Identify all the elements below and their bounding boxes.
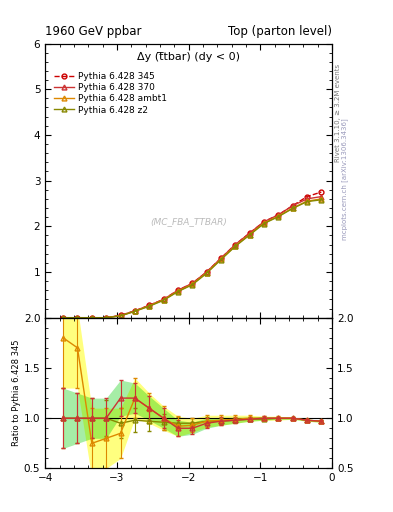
Pythia 6.428 345 [90, 314, 94, 321]
Pythia 6.428 ambt1 [161, 297, 166, 303]
Text: mcplots.cern.ch [arXiv:1306.3436]: mcplots.cern.ch [arXiv:1306.3436] [341, 118, 348, 240]
Pythia 6.428 370 [61, 314, 66, 321]
Line: Pythia 6.428 z2: Pythia 6.428 z2 [61, 197, 324, 320]
Pythia 6.428 345 [262, 219, 266, 225]
Pythia 6.428 345 [176, 287, 180, 293]
Pythia 6.428 345 [276, 212, 281, 218]
Pythia 6.428 345 [204, 269, 209, 275]
Line: Pythia 6.428 345: Pythia 6.428 345 [61, 189, 324, 320]
Pythia 6.428 345 [75, 314, 80, 321]
Pythia 6.428 ambt1 [247, 231, 252, 238]
Pythia 6.428 345 [290, 203, 295, 209]
Pythia 6.428 z2 [190, 282, 195, 288]
Pythia 6.428 ambt1 [104, 314, 108, 321]
Pythia 6.428 370 [104, 314, 108, 321]
Pythia 6.428 z2 [319, 197, 324, 203]
Text: Rivet 3.1.10, ≥ 3.2M events: Rivet 3.1.10, ≥ 3.2M events [335, 63, 341, 162]
Pythia 6.428 ambt1 [319, 196, 324, 202]
Pythia 6.428 370 [204, 269, 209, 275]
Pythia 6.428 370 [132, 308, 137, 314]
Pythia 6.428 ambt1 [132, 308, 137, 314]
Pythia 6.428 345 [319, 189, 324, 195]
Pythia 6.428 370 [118, 312, 123, 318]
Pythia 6.428 ambt1 [176, 288, 180, 294]
Pythia 6.428 370 [290, 203, 295, 209]
Pythia 6.428 z2 [147, 303, 152, 309]
Pythia 6.428 345 [161, 296, 166, 303]
Pythia 6.428 345 [118, 312, 123, 318]
Pythia 6.428 ambt1 [290, 205, 295, 211]
Pythia 6.428 z2 [276, 214, 281, 220]
Pythia 6.428 ambt1 [305, 198, 309, 204]
Pythia 6.428 ambt1 [219, 256, 223, 262]
Pythia 6.428 z2 [204, 270, 209, 276]
Pythia 6.428 345 [219, 255, 223, 261]
Pythia 6.428 345 [61, 314, 66, 321]
Pythia 6.428 370 [247, 230, 252, 236]
Pythia 6.428 z2 [176, 289, 180, 295]
Pythia 6.428 ambt1 [90, 314, 94, 321]
Pythia 6.428 ambt1 [276, 213, 281, 219]
Pythia 6.428 345 [233, 242, 238, 248]
Line: Pythia 6.428 370: Pythia 6.428 370 [61, 194, 324, 320]
Pythia 6.428 z2 [118, 313, 123, 319]
Text: 1960 GeV ppbar: 1960 GeV ppbar [45, 26, 142, 38]
Pythia 6.428 370 [147, 302, 152, 308]
Pythia 6.428 345 [305, 194, 309, 200]
Text: Δy (t̅tbar) (dy < 0): Δy (t̅tbar) (dy < 0) [137, 52, 240, 62]
Pythia 6.428 370 [319, 194, 324, 200]
Pythia 6.428 ambt1 [233, 243, 238, 249]
Pythia 6.428 370 [233, 242, 238, 248]
Pythia 6.428 370 [262, 219, 266, 225]
Pythia 6.428 ambt1 [190, 281, 195, 287]
Text: Top (parton level): Top (parton level) [228, 26, 332, 38]
Pythia 6.428 ambt1 [118, 313, 123, 319]
Pythia 6.428 370 [190, 281, 195, 287]
Pythia 6.428 z2 [90, 314, 94, 321]
Pythia 6.428 ambt1 [75, 314, 80, 321]
Pythia 6.428 370 [305, 196, 309, 202]
Pythia 6.428 z2 [233, 243, 238, 249]
Pythia 6.428 z2 [161, 297, 166, 304]
Pythia 6.428 ambt1 [262, 220, 266, 226]
Pythia 6.428 z2 [305, 199, 309, 205]
Pythia 6.428 370 [161, 296, 166, 303]
Pythia 6.428 370 [75, 314, 80, 321]
Pythia 6.428 370 [176, 287, 180, 293]
Pythia 6.428 ambt1 [61, 314, 66, 321]
Pythia 6.428 z2 [104, 314, 108, 321]
Pythia 6.428 z2 [247, 232, 252, 238]
Pythia 6.428 z2 [219, 257, 223, 263]
Pythia 6.428 370 [90, 314, 94, 321]
Legend: Pythia 6.428 345, Pythia 6.428 370, Pythia 6.428 ambt1, Pythia 6.428 z2: Pythia 6.428 345, Pythia 6.428 370, Pyth… [53, 70, 169, 116]
Pythia 6.428 370 [276, 212, 281, 218]
Pythia 6.428 z2 [75, 314, 80, 321]
Line: Pythia 6.428 ambt1: Pythia 6.428 ambt1 [61, 197, 324, 320]
Pythia 6.428 345 [247, 230, 252, 236]
Pythia 6.428 ambt1 [204, 270, 209, 276]
Pythia 6.428 ambt1 [147, 303, 152, 309]
Pythia 6.428 z2 [262, 221, 266, 227]
Pythia 6.428 345 [104, 314, 108, 321]
Pythia 6.428 z2 [132, 308, 137, 314]
Pythia 6.428 345 [190, 281, 195, 287]
Pythia 6.428 370 [219, 255, 223, 261]
Pythia 6.428 z2 [61, 314, 66, 321]
Y-axis label: Ratio to Pythia 6.428 345: Ratio to Pythia 6.428 345 [12, 340, 21, 446]
Pythia 6.428 345 [147, 302, 152, 308]
Pythia 6.428 345 [132, 308, 137, 314]
Text: (MC_FBA_TTBAR): (MC_FBA_TTBAR) [150, 217, 227, 226]
Pythia 6.428 z2 [290, 205, 295, 211]
